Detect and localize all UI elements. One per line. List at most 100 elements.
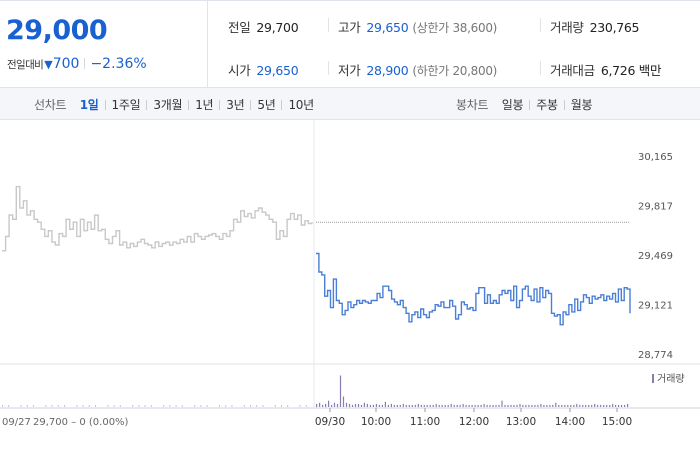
volume-bar xyxy=(597,404,599,407)
volume-bar xyxy=(531,404,533,407)
volume-bar xyxy=(417,403,419,408)
volume-bar xyxy=(429,404,431,407)
line-chart-label: 선차트 xyxy=(34,98,67,112)
volume-bar xyxy=(450,403,452,408)
volume-bar xyxy=(516,404,518,407)
line-tab-1[interactable]: 1주일 xyxy=(111,98,141,112)
change-label: 전일대비 xyxy=(7,59,44,71)
volume-bar xyxy=(570,404,572,407)
volume-bar xyxy=(621,404,623,407)
divider xyxy=(219,100,221,110)
volume-bar xyxy=(51,405,53,407)
volume-bar xyxy=(534,404,536,407)
prev-day-summary: 29,700 – 0 (0.00%) xyxy=(33,417,129,428)
stat-value: 29,700 xyxy=(256,20,299,35)
volume-bar xyxy=(384,401,386,408)
line-tab-0[interactable]: 1일 xyxy=(79,98,99,112)
stat-low: 저가 28,900 (하한가 20,800) xyxy=(338,60,497,79)
volume-bar xyxy=(438,404,440,407)
volume-bar xyxy=(576,403,578,408)
volume-bar xyxy=(225,405,227,407)
volume-bar xyxy=(426,404,428,407)
change-row: 전일대비▼700 −2.36% xyxy=(7,56,147,72)
volume-bar xyxy=(459,404,461,407)
volume-bar xyxy=(200,405,202,407)
volume-bar xyxy=(498,404,500,407)
divider xyxy=(84,58,86,69)
volume-bar xyxy=(495,404,497,407)
stat-value: 28,900 xyxy=(366,63,409,78)
volume-bar xyxy=(219,405,220,407)
volume-bar xyxy=(369,404,371,407)
volume-bar xyxy=(299,405,301,407)
volume-bar xyxy=(354,403,357,408)
line-tab-2[interactable]: 3개월 xyxy=(153,98,183,112)
volume-bar xyxy=(194,405,196,407)
volume-bar xyxy=(600,404,602,407)
down-triangle-icon: ▼ xyxy=(44,58,53,71)
volume-bar xyxy=(342,396,345,407)
volume-bar xyxy=(489,404,491,407)
volume-bar xyxy=(606,404,608,407)
intraday-price-chart: 30,165 29,817 29,469 29,121 28,774 09/30 10:0… xyxy=(0,120,700,428)
volume-bar xyxy=(351,404,354,407)
volume-bar xyxy=(281,405,282,407)
divider xyxy=(563,100,565,110)
volume-bar xyxy=(8,405,10,407)
stat-high: 고가 29,650 (상한가 38,600) xyxy=(338,17,497,36)
line-tab-5[interactable]: 5년 xyxy=(257,98,276,112)
divider xyxy=(540,18,541,32)
volume-bar xyxy=(372,404,374,407)
volume-legend-swatch xyxy=(652,374,654,383)
volume-bar xyxy=(564,404,566,407)
volume-bar xyxy=(163,405,165,407)
volume-bar xyxy=(486,404,488,407)
candle-chart-tabs: 봉차트 일봉 주봉 월봉 xyxy=(456,96,593,113)
volume-bar xyxy=(325,403,327,408)
volume-bar xyxy=(390,403,392,408)
volume-bar xyxy=(316,403,318,408)
line-tab-3[interactable]: 1년 xyxy=(195,98,214,112)
volume-bar xyxy=(396,404,398,407)
line-tab-6[interactable]: 10년 xyxy=(288,98,314,112)
y-tick-label: 29,817 xyxy=(638,202,673,213)
line-tab-4[interactable]: 3년 xyxy=(226,98,245,112)
candle-tab-2[interactable]: 월봉 xyxy=(570,98,593,112)
divider xyxy=(188,100,190,110)
volume-bar xyxy=(624,404,626,407)
volume-bar xyxy=(206,405,208,407)
volume-bar xyxy=(561,404,563,407)
volume-bar xyxy=(618,404,620,407)
volume-bar xyxy=(603,404,605,407)
divider xyxy=(540,61,541,75)
volume-bar xyxy=(45,405,47,407)
volume-bar xyxy=(573,404,575,407)
y-tick-label: 30,165 xyxy=(638,152,673,163)
volume-bar xyxy=(582,404,584,407)
volume-bar xyxy=(432,404,434,407)
stat-label: 고가 xyxy=(338,20,361,35)
volume-bar xyxy=(366,403,368,408)
prev-day-price-line xyxy=(2,185,313,252)
y-tick-label: 28,774 xyxy=(638,350,673,361)
volume-bar xyxy=(453,404,455,407)
candle-tab-1[interactable]: 주봉 xyxy=(536,98,558,112)
volume-bar xyxy=(492,404,494,407)
volume-bar xyxy=(82,405,84,407)
candle-tab-0[interactable]: 일봉 xyxy=(501,98,524,112)
volume-bar xyxy=(447,404,449,407)
volume-bar xyxy=(64,405,65,407)
volume-bar xyxy=(360,404,363,407)
y-tick-label: 29,469 xyxy=(638,251,673,262)
volume-bar xyxy=(540,403,542,408)
volume-bar xyxy=(33,405,34,407)
stat-open: 시가 29,650 xyxy=(228,60,299,79)
change-amount: 700 xyxy=(52,56,80,72)
volume-bar xyxy=(138,405,140,407)
volume-bar xyxy=(348,403,351,408)
volume-bar xyxy=(471,404,473,407)
volume-bar xyxy=(408,404,410,407)
volume-bar xyxy=(615,404,617,407)
volume-bar xyxy=(88,405,90,407)
